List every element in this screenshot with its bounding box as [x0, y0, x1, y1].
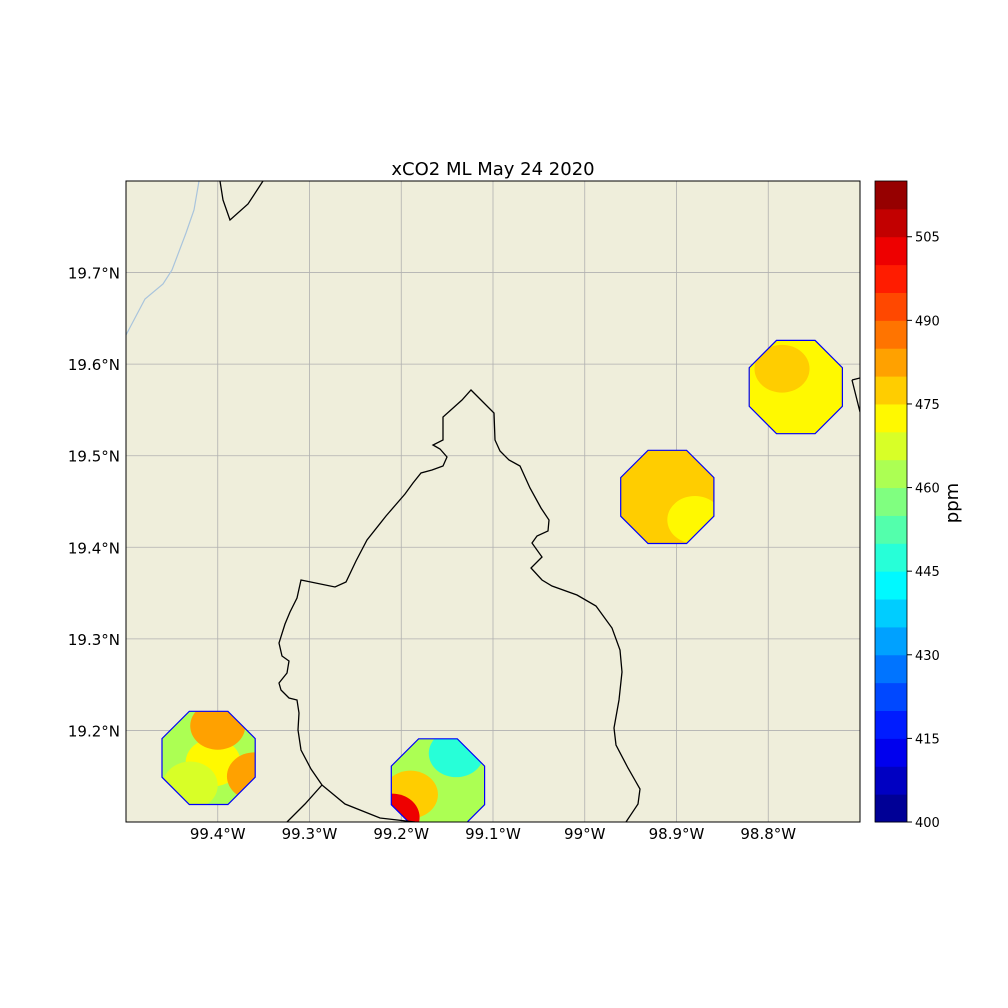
colorbar-band — [875, 682, 907, 712]
colorbar-band — [875, 236, 907, 266]
colorbar-band — [875, 710, 907, 739]
longitude-labels: 99.4°W 99.3°W 99.2°W 99.1°W 99°W 98.9°W 98.8°W — [190, 825, 796, 843]
colorbar-tick-label: 475 — [915, 398, 940, 413]
border-northeast — [851, 377, 860, 413]
colorbar-band — [875, 766, 907, 795]
colorbar-band — [875, 292, 907, 321]
colorbar-band — [875, 376, 907, 405]
colorbar-band — [875, 487, 907, 516]
colorbar-band — [875, 571, 907, 600]
lon-tick-label: 98.9°W — [649, 825, 705, 843]
colorbar-band — [875, 543, 907, 572]
colorbar-tick-label: 415 — [915, 732, 940, 747]
colorbar-frame — [874, 180, 908, 823]
patch-edge — [390, 738, 486, 822]
river — [126, 181, 200, 336]
xco2-patch-northeast — [748, 339, 844, 435]
river-line — [126, 181, 200, 336]
colorbar-band — [875, 794, 907, 823]
lat-tick-label: 19.4°N — [68, 539, 120, 557]
lon-tick-label: 99.1°W — [465, 825, 521, 843]
colorbar-band — [875, 515, 907, 544]
colorbar-tick-label: 505 — [915, 231, 940, 246]
colorbar-band — [875, 264, 907, 293]
patch-contour — [226, 752, 256, 801]
xco2-field — [161, 339, 844, 822]
lon-tick-label: 99.3°W — [282, 825, 338, 843]
colorbar-band — [875, 348, 907, 377]
colorbar: 400 415 430 445 460 475 490 505 ppm — [874, 180, 963, 831]
colorbar-tick-label: 445 — [915, 565, 940, 580]
colorbar-band — [875, 738, 907, 767]
colorbar-tick-label: 400 — [915, 816, 940, 831]
map-frame — [125, 180, 861, 823]
colorbar-ticks: 400 415 430 445 460 475 490 505 — [907, 231, 940, 831]
colorbar-band — [875, 320, 907, 349]
patch-edge — [161, 710, 256, 806]
colorbar-label: ppm — [942, 483, 963, 523]
patch-edge — [748, 339, 844, 435]
colorbar-tick-label: 490 — [915, 314, 940, 329]
lon-tick-label: 99.2°W — [373, 825, 429, 843]
gridlines — [126, 181, 860, 822]
colorbar-band — [875, 181, 907, 210]
colorbar-band — [875, 403, 907, 433]
map-panel[interactable] — [125, 180, 861, 841]
colorbar-tick-label: 460 — [915, 482, 940, 497]
patch-edge — [620, 449, 715, 545]
colorbar-band — [875, 459, 907, 489]
colorbar-band — [875, 208, 907, 238]
lon-tick-label: 98.8°W — [740, 825, 796, 843]
lon-tick-label: 99°W — [564, 825, 606, 843]
colorbar-band — [875, 654, 907, 684]
lat-tick-label: 19.2°N — [68, 722, 120, 740]
colorbar-tick-label: 430 — [915, 649, 940, 664]
map-title: xCO2 ML May 24 2020 — [391, 159, 594, 180]
colorbar-bands — [875, 181, 907, 823]
state-borders — [219, 181, 860, 822]
border-cdmx — [278, 389, 641, 822]
colorbar-band — [875, 599, 907, 628]
lon-tick-label: 99.4°W — [190, 825, 246, 843]
colorbar-band — [875, 626, 907, 656]
latitude-labels: 19.2°N 19.3°N 19.4°N 19.5°N 19.6°N 19.7°N — [68, 265, 120, 741]
lat-tick-label: 19.3°N — [68, 631, 120, 649]
lat-tick-label: 19.7°N — [68, 265, 120, 283]
patch-contour — [754, 344, 810, 393]
colorbar-band — [875, 431, 907, 461]
lat-tick-label: 19.6°N — [68, 356, 120, 374]
border-northwest — [219, 181, 264, 222]
lat-tick-label: 19.5°N — [68, 448, 120, 466]
